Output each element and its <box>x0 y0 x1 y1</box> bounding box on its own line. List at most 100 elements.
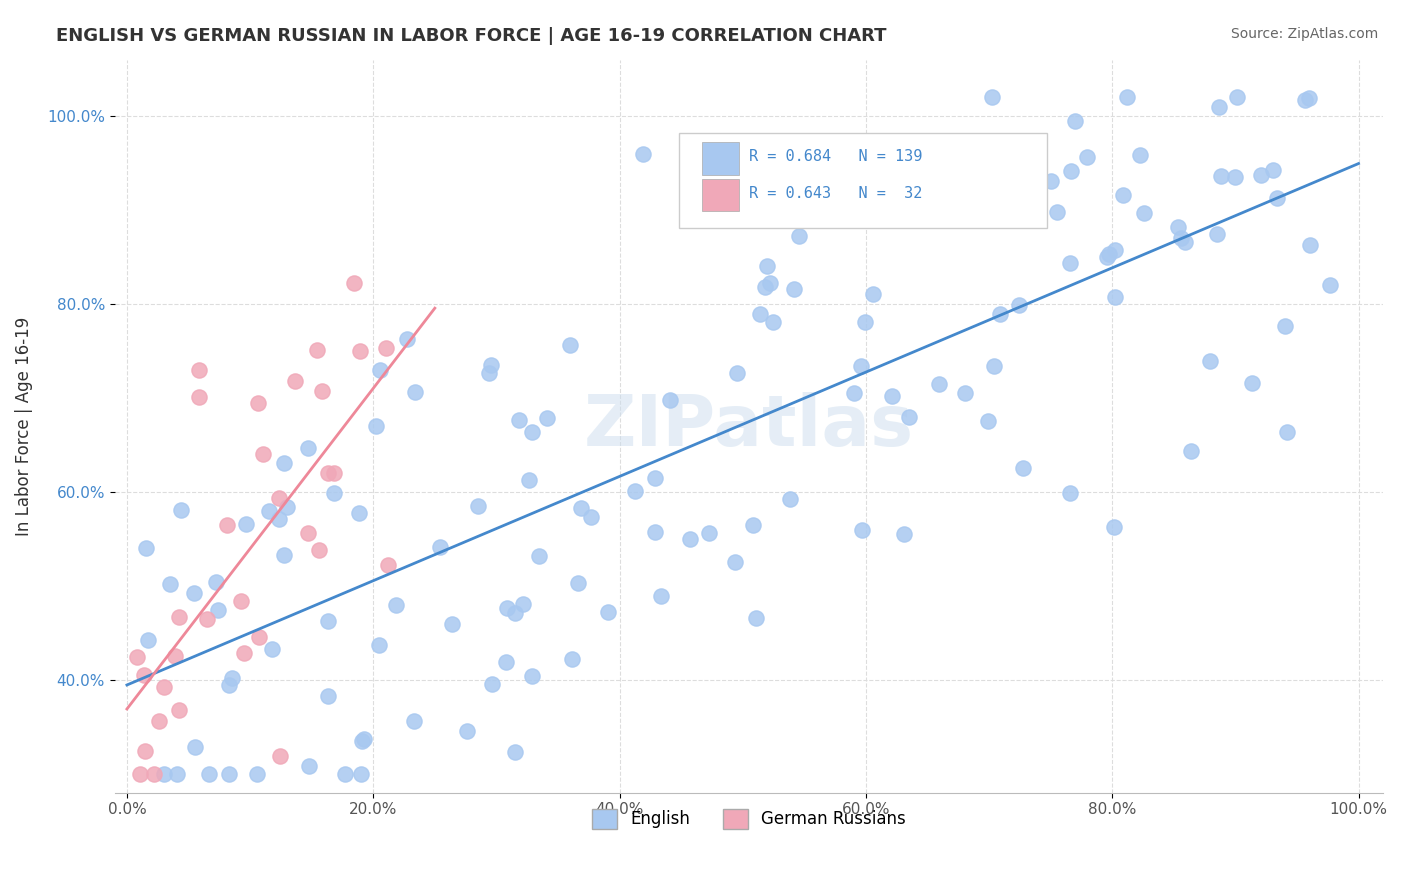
English <box>136 632 159 647</box>
English <box>153 767 176 781</box>
English <box>520 669 543 683</box>
English <box>478 367 501 381</box>
English <box>561 652 583 666</box>
English <box>787 228 810 243</box>
German Russians <box>217 518 239 533</box>
English <box>322 485 344 500</box>
English <box>880 389 903 403</box>
English <box>1319 277 1341 292</box>
German Russians <box>125 649 148 664</box>
German Russians <box>233 646 256 660</box>
English <box>953 386 976 401</box>
English <box>1250 168 1272 182</box>
English <box>1174 235 1197 249</box>
English <box>527 549 550 563</box>
English <box>536 410 558 425</box>
English <box>496 600 519 615</box>
Legend: English, German Russians: English, German Russians <box>585 802 912 836</box>
English <box>353 731 375 746</box>
German Russians <box>307 343 329 358</box>
German Russians <box>128 767 150 781</box>
English <box>744 611 766 625</box>
English <box>135 541 157 555</box>
English <box>481 677 503 691</box>
English <box>440 617 463 632</box>
English <box>316 689 339 703</box>
English <box>1274 318 1296 333</box>
FancyBboxPatch shape <box>702 143 738 175</box>
German Russians <box>247 630 270 644</box>
German Russians <box>322 466 344 480</box>
English <box>262 642 284 657</box>
English <box>1098 247 1121 261</box>
English <box>347 506 370 520</box>
Text: Source: ZipAtlas.com: Source: ZipAtlas.com <box>1230 27 1378 41</box>
German Russians <box>167 610 190 624</box>
English <box>1011 461 1033 475</box>
Text: R = 0.643   N =  32: R = 0.643 N = 32 <box>749 186 922 201</box>
English <box>1180 444 1202 458</box>
English <box>333 767 356 781</box>
German Russians <box>247 396 270 410</box>
English <box>1046 205 1069 219</box>
English <box>508 413 530 427</box>
English <box>981 90 1004 104</box>
German Russians <box>377 558 399 573</box>
English <box>1208 100 1230 114</box>
English <box>503 606 526 620</box>
English <box>725 367 748 381</box>
FancyBboxPatch shape <box>679 133 1047 228</box>
English <box>928 377 950 392</box>
Text: ZIPatlas: ZIPatlas <box>583 392 914 460</box>
English <box>273 456 295 470</box>
English <box>1059 255 1081 269</box>
English <box>1040 174 1063 188</box>
English <box>644 525 666 540</box>
English <box>159 577 181 591</box>
English <box>783 282 806 296</box>
German Russians <box>167 703 190 717</box>
German Russians <box>269 749 291 764</box>
English <box>352 734 374 748</box>
English <box>644 471 666 485</box>
English <box>623 484 645 499</box>
English <box>235 517 257 532</box>
German Russians <box>318 466 340 480</box>
German Russians <box>297 526 319 541</box>
English <box>1298 91 1320 105</box>
English <box>207 602 229 616</box>
English <box>806 155 828 169</box>
German Russians <box>188 363 211 377</box>
English <box>988 307 1011 321</box>
English <box>1199 354 1222 368</box>
Y-axis label: In Labor Force | Age 16-19: In Labor Force | Age 16-19 <box>15 317 32 536</box>
English <box>1133 206 1156 220</box>
English <box>862 287 884 301</box>
English <box>893 526 915 541</box>
English <box>679 532 702 546</box>
English <box>1263 163 1285 178</box>
German Russians <box>311 384 333 399</box>
English <box>404 714 426 728</box>
English <box>368 638 391 652</box>
English <box>754 280 776 294</box>
English <box>183 585 205 599</box>
English <box>1008 163 1031 178</box>
English <box>866 178 889 192</box>
German Russians <box>153 681 176 695</box>
English <box>221 671 243 685</box>
English <box>567 576 589 591</box>
English <box>349 767 371 781</box>
English <box>1294 93 1316 107</box>
German Russians <box>132 667 155 681</box>
English <box>650 589 672 603</box>
English <box>218 767 240 781</box>
English <box>748 307 770 321</box>
English <box>269 512 291 526</box>
English <box>1102 520 1125 534</box>
English <box>368 363 391 377</box>
English <box>1167 220 1189 235</box>
English <box>581 509 603 524</box>
English <box>396 332 419 346</box>
English <box>512 597 534 611</box>
